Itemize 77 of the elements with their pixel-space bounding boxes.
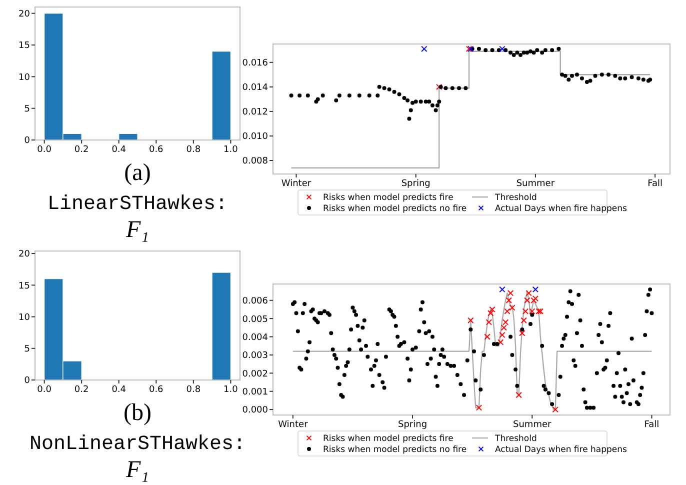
x-tick-label: Spring bbox=[401, 179, 430, 189]
point bbox=[519, 330, 526, 336]
point bbox=[504, 308, 510, 314]
x-tick-label: 0.4 bbox=[112, 145, 126, 155]
y-tick-label: 15 bbox=[18, 281, 30, 292]
point bbox=[500, 324, 507, 331]
y-tick-label: 10 bbox=[18, 312, 30, 323]
y-tick-label: 0.005 bbox=[242, 314, 268, 325]
y-tick-label: 0.006 bbox=[242, 296, 268, 307]
point bbox=[552, 406, 558, 413]
x-tick-label: Fall bbox=[648, 179, 662, 189]
x-tick-label: Winter bbox=[281, 179, 312, 189]
y-tick-label: 0 bbox=[24, 136, 30, 146]
point bbox=[532, 286, 539, 293]
y-tick-label: 0.000 bbox=[242, 406, 268, 416]
point bbox=[476, 404, 482, 411]
point bbox=[488, 310, 494, 316]
y-tick-label: 0.010 bbox=[242, 132, 268, 142]
y-tick-label: 0.002 bbox=[242, 369, 268, 380]
legend-label: Risks when model predicts no fire bbox=[323, 204, 467, 214]
y-tick-label: 5 bbox=[24, 104, 30, 115]
text: F₁ bbox=[124, 457, 150, 483]
legend-label: Threshold bbox=[494, 434, 537, 444]
legend-label: Risks when model predicts fire bbox=[323, 434, 454, 444]
legend-label: Risks when model predicts fire bbox=[323, 193, 454, 203]
text: F₁ bbox=[124, 217, 150, 243]
y-tick-label: 0.012 bbox=[242, 108, 268, 118]
y-tick-label: 0.016 bbox=[242, 58, 268, 69]
y-tick-label: 5 bbox=[24, 344, 30, 355]
x-tick-label: 0.0 bbox=[37, 145, 52, 155]
point bbox=[507, 290, 514, 296]
y-tick-label: 20 bbox=[18, 10, 30, 20]
point bbox=[497, 339, 504, 346]
point bbox=[509, 304, 516, 311]
x-tick-label: Spring bbox=[398, 420, 428, 430]
legend-label: Threshold bbox=[494, 193, 537, 203]
x-tick-label: 1.0 bbox=[224, 385, 238, 395]
text: NonLinearSTHawkes: bbox=[29, 433, 246, 456]
x-tick-label: 0.4 bbox=[112, 385, 126, 395]
point bbox=[486, 319, 492, 326]
text: LinearSTHawkes: bbox=[47, 193, 228, 216]
point bbox=[468, 317, 474, 324]
x-tick-label: 1.0 bbox=[224, 145, 238, 155]
legend-label: Actual Days when fire happens bbox=[495, 204, 628, 214]
point bbox=[499, 332, 506, 338]
point bbox=[499, 286, 506, 293]
x-tick-label: 0.0 bbox=[37, 385, 52, 395]
x-tick-label: Fall bbox=[644, 420, 660, 430]
y-tick-label: 0.004 bbox=[242, 332, 268, 343]
point bbox=[506, 297, 512, 304]
y-tick-label: 15 bbox=[18, 41, 30, 52]
point bbox=[489, 306, 496, 313]
text: (a) bbox=[124, 160, 151, 186]
x-tick-label: Summer bbox=[516, 179, 555, 189]
y-tick-label: 10 bbox=[18, 72, 30, 83]
text: (b) bbox=[124, 400, 152, 426]
y-tick-label: 0 bbox=[24, 376, 30, 386]
x-tick-label: 0.2 bbox=[74, 145, 89, 155]
x-tick-label: Winter bbox=[278, 420, 308, 430]
point bbox=[516, 392, 522, 398]
x-tick-label: 0.6 bbox=[148, 385, 164, 395]
legend-label: Risks when model predicts no fire bbox=[323, 445, 467, 455]
point bbox=[502, 319, 509, 326]
y-tick-label: 0.001 bbox=[242, 388, 268, 398]
y-tick-label: 20 bbox=[18, 250, 30, 260]
y-tick-label: 0.003 bbox=[242, 351, 268, 362]
point bbox=[526, 290, 532, 296]
x-tick-label: 0.8 bbox=[186, 145, 201, 155]
x-tick-label: Summer bbox=[513, 420, 552, 430]
x-tick-label: 0.2 bbox=[74, 385, 89, 395]
x-tick-label: 0.6 bbox=[148, 145, 164, 155]
point bbox=[484, 334, 490, 340]
y-tick-label: 0.014 bbox=[242, 83, 268, 94]
y-tick-label: 0.008 bbox=[242, 156, 268, 167]
x-tick-label: 0.8 bbox=[186, 385, 201, 395]
legend-label: Actual Days when fire happens bbox=[495, 445, 628, 455]
point bbox=[520, 317, 527, 324]
